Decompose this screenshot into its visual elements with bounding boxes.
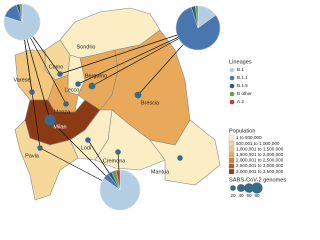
- province-label: Cremona: [103, 158, 127, 164]
- legend-label: B.1.1: [237, 75, 248, 80]
- province-label: Varese: [13, 77, 30, 83]
- genome-dot: [75, 81, 81, 87]
- province-label: Milan: [53, 124, 66, 130]
- province: [94, 109, 166, 171]
- genome-dots: [29, 71, 183, 161]
- province-label: Como: [49, 64, 64, 70]
- genome-dot: [63, 101, 69, 107]
- legend-title: SARS-CoV-2 genomes: [229, 177, 286, 183]
- legend-swatch: [229, 91, 235, 97]
- province-label: Lecco: [65, 87, 80, 93]
- province-labels: Sondrio Como Lecco Varese Bergamo Brescia Monz…: [13, 44, 170, 175]
- pie-slice: [175, 6, 221, 51]
- legend-swatch: [228, 146, 235, 152]
- province-label: Bergamo: [85, 73, 107, 79]
- genome-dot: [29, 89, 35, 95]
- legend-swatch: [228, 157, 235, 163]
- size-label: 60: [246, 193, 252, 198]
- map-figure: Sondrio Como Lecco Varese Bergamo Brescia Monz…: [3, 3, 287, 211]
- legend-label: 3,000,001 to 3,500,000: [236, 169, 284, 174]
- legend-label: A.2: [237, 99, 244, 104]
- legend-label: 1 to 500,000: [236, 135, 262, 140]
- leader-line: [21, 21, 41, 149]
- legend-swatch: [229, 67, 235, 73]
- legend-swatch: [229, 99, 235, 105]
- legend-swatch: [228, 135, 235, 141]
- legend-title: Lineages: [229, 59, 252, 65]
- province-label: Brescia: [141, 100, 160, 106]
- legend-swatch: [229, 75, 235, 81]
- genome-dot: [57, 71, 63, 77]
- province-label: Lodi: [81, 145, 91, 151]
- legend-label: 500,001 to 1,000,000: [236, 141, 280, 146]
- genome-dot: [85, 137, 91, 143]
- legend-label: B other: [237, 91, 252, 96]
- size-key: [230, 185, 236, 191]
- genome-dot: [88, 82, 96, 90]
- size-label: 40: [238, 193, 244, 198]
- legend-swatch: [229, 83, 235, 89]
- province-label: Pavia: [25, 153, 40, 159]
- size-key: [244, 183, 254, 193]
- legend-label: 2,500,001 to 3,000,000: [236, 163, 284, 168]
- pie-slice: [116, 169, 121, 191]
- legend-swatch: [228, 169, 235, 175]
- province: [149, 119, 221, 186]
- legend-swatch: [228, 163, 235, 169]
- legend-label: 1,000,001 to 1,500,000: [236, 146, 284, 151]
- legend-swatch: [228, 152, 235, 158]
- pie-slice: [19, 3, 23, 23]
- genome-dot: [37, 145, 43, 151]
- legend-label: B.1: [237, 67, 244, 72]
- size-label: 80: [254, 193, 260, 198]
- province-label: Monza: [54, 109, 71, 115]
- province-label: Sondrio: [77, 44, 96, 50]
- leader-line: [59, 27, 199, 75]
- genome-dot: [115, 149, 121, 155]
- legend: Lineages B.1 B.1.1 B.1.5 B other A.2 Populatio…: [228, 59, 286, 198]
- size-key: [237, 184, 245, 192]
- legend-label: 1,500,001 to 2,000,000: [236, 152, 284, 157]
- genome-dot: [134, 91, 142, 99]
- size-label: 20: [230, 193, 236, 198]
- province-label: Mantua: [151, 169, 170, 175]
- genome-dot: [177, 155, 183, 161]
- pies: [3, 3, 221, 211]
- legend-swatch: [228, 141, 235, 147]
- genome-dot: [44, 114, 56, 126]
- legend-title: Population: [229, 128, 255, 134]
- province: [14, 119, 79, 201]
- size-key: [251, 182, 263, 194]
- pie-slice: [195, 5, 199, 29]
- legend-label: B.1.5: [237, 83, 248, 88]
- legend-label: 2,000,001 to 2,500,000: [236, 158, 284, 163]
